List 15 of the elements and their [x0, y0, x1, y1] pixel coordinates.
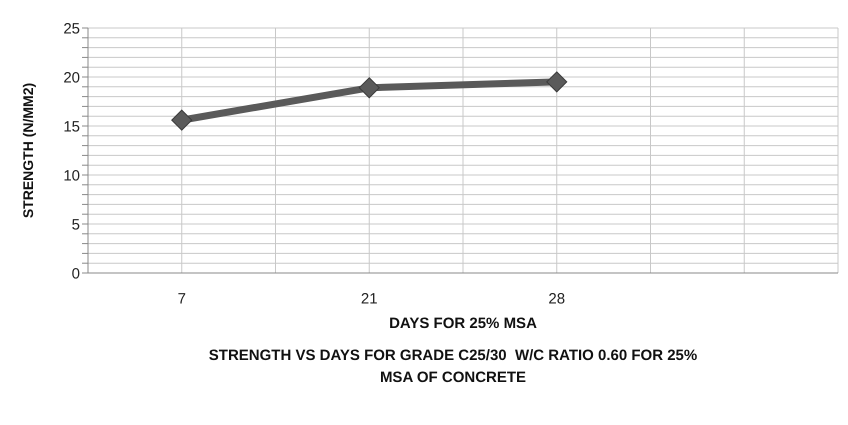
- point: [171, 110, 192, 131]
- y-tick-label: 20: [63, 69, 80, 86]
- x-axis-title: DAYS FOR 25% MSA: [389, 315, 538, 332]
- y-tick-label: 0: [72, 265, 80, 282]
- x-tick-label: 28: [548, 290, 566, 308]
- y-axis-title: STRENGTH (N/MM2): [20, 82, 36, 218]
- y-tick-label: 15: [63, 118, 80, 136]
- y-tick-label: 10: [63, 167, 80, 184]
- point: [358, 77, 380, 98]
- text: STRENGTH VS DAYS FOR GRADE C25/30 W/C RATIO 0.60 FOR 25% MSA OF CONCRETE: [208, 346, 698, 388]
- y-tick-label: 5: [72, 216, 80, 234]
- x-tick-label: 21: [360, 290, 378, 308]
- x-tick-label: 7: [178, 290, 186, 308]
- y-tick-label: 25: [63, 20, 80, 38]
- point: [546, 71, 568, 92]
